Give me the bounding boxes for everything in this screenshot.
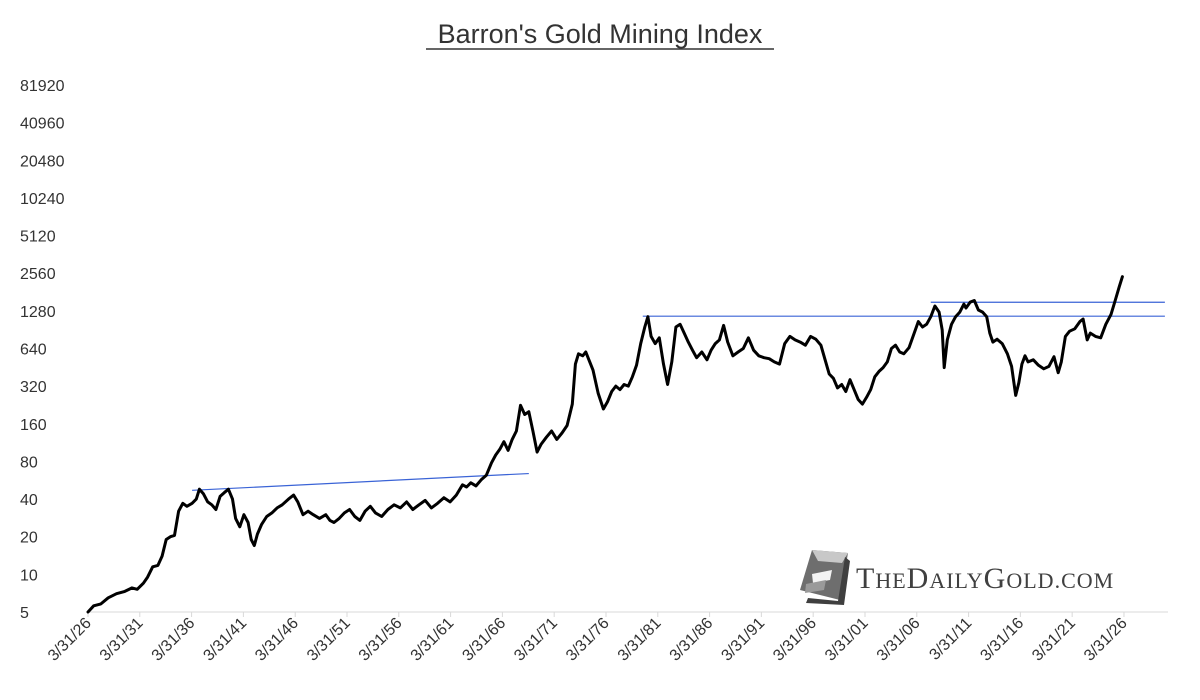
y-tick-label: 81920 <box>20 78 65 95</box>
y-tick-label: 5 <box>20 605 29 622</box>
watermark: THEDAILYGOLD.COM <box>800 550 1114 605</box>
y-tick-label: 2560 <box>20 266 56 283</box>
x-tick-label: 3/31/11 <box>926 615 975 664</box>
x-tick-label: 3/31/66 <box>459 615 509 665</box>
x-tick-label: 3/31/21 <box>1029 615 1079 665</box>
x-tick-label: 3/31/41 <box>200 615 250 665</box>
x-tick-label: 3/31/36 <box>149 615 199 665</box>
series-line <box>86 275 1124 614</box>
y-tick-label: 160 <box>20 417 47 434</box>
x-tick-label: 3/31/76 <box>563 615 613 665</box>
trendline <box>192 472 529 491</box>
y-tick-label: 10 <box>20 567 38 584</box>
y-tick-label: 5120 <box>20 229 56 246</box>
x-tick-label: 3/31/96 <box>770 615 820 665</box>
y-tick-label: 40 <box>20 492 38 509</box>
x-tick-label: 3/31/46 <box>252 615 302 665</box>
y-tick-label: 640 <box>20 342 47 359</box>
x-tick-label: 3/31/26 <box>45 615 95 665</box>
gold-bar-logo-icon <box>800 550 850 605</box>
x-tick-label: 3/31/06 <box>874 615 924 665</box>
x-tick-label: 3/31/31 <box>97 615 147 665</box>
y-tick-label: 1280 <box>20 304 56 321</box>
y-tick-label: 320 <box>20 379 47 396</box>
x-tick-label: 3/31/91 <box>718 615 768 665</box>
x-tick-label: 3/31/71 <box>511 615 561 665</box>
y-axis-tick-labels: 5 10 20 40 80 160 320 640 1280 2560 5120 10240 20480… <box>20 78 65 622</box>
x-tick-label: 3/31/61 <box>408 615 458 665</box>
y-tick-label: 10240 <box>20 191 65 208</box>
watermark-text: THEDAILYGOLD.COM <box>856 562 1114 595</box>
y-tick-label: 40960 <box>20 116 65 133</box>
y-tick-label: 20 <box>20 530 38 547</box>
x-tick-label: 3/31/16 <box>977 615 1027 665</box>
x-tick-label: 3/31/26 <box>1081 615 1131 665</box>
series-group <box>86 275 1124 614</box>
x-axis-tick-marks <box>87 612 1125 617</box>
y-tick-label: 20480 <box>20 153 65 170</box>
chart-title: Barron's Gold Mining Index <box>438 19 763 49</box>
y-tick-label: 80 <box>20 454 38 471</box>
x-tick-label: 3/31/56 <box>356 615 406 665</box>
x-tick-label: 3/31/51 <box>304 615 354 665</box>
x-tick-label: 3/31/86 <box>667 615 717 665</box>
x-tick-label: 3/31/81 <box>615 615 665 665</box>
x-tick-label: 3/31/01 <box>822 615 872 665</box>
trendlines <box>192 301 1165 491</box>
x-axis-tick-labels: 3/31/26 3/31/31 3/31/36 3/31/41 3/31/46 3/31/… <box>45 615 1131 665</box>
